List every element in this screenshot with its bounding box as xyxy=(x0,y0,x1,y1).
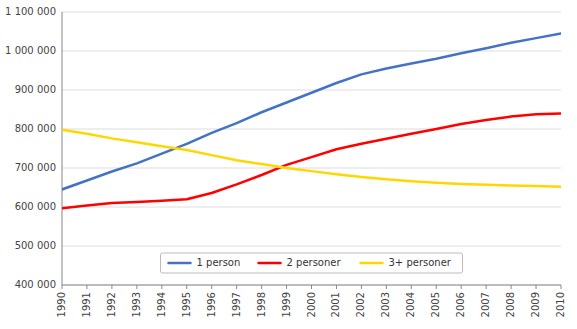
legend-swatch xyxy=(259,262,281,265)
lines xyxy=(62,33,561,208)
x-tick xyxy=(286,285,287,289)
x-tick xyxy=(186,285,187,289)
x-tick xyxy=(436,285,437,289)
grid-line xyxy=(62,90,561,91)
x-tick xyxy=(486,285,487,289)
legend-swatch xyxy=(169,262,191,265)
chart-svg: 400 000 500 000 600 000 700 000 800 000 900 0… xyxy=(0,0,577,329)
y-tick-label: 400 000 xyxy=(15,279,56,290)
series-line xyxy=(62,33,561,189)
x-tick xyxy=(261,285,262,289)
legend-label: 2 personer xyxy=(287,257,342,268)
x-tick-label: 2005 xyxy=(430,292,441,317)
legend-label: 1 person xyxy=(197,257,241,268)
x-tick-label: 2000 xyxy=(306,292,317,317)
x-tick xyxy=(86,285,87,289)
y-tick-label: 500 000 xyxy=(15,240,56,251)
x-tick xyxy=(361,285,362,289)
x-tick-label: 2006 xyxy=(455,292,466,317)
y-tick-label: 600 000 xyxy=(15,201,56,212)
chart-container: 400 000 500 000 600 000 700 000 800 000 900 0… xyxy=(0,0,577,329)
series-line xyxy=(62,113,561,208)
x-tick-label: 1990 xyxy=(56,292,67,317)
grid-line xyxy=(62,246,561,247)
x-tick-label: 2004 xyxy=(405,292,416,317)
x-tick xyxy=(311,285,312,289)
legend: 1 person 2 personer 3+ personer xyxy=(161,253,463,273)
x-tick xyxy=(211,285,212,289)
x-axis: 1990 1991 1992 1993 1994 1995 1996 1997 1998 1999… xyxy=(56,285,566,317)
x-tick-label: 1992 xyxy=(106,292,117,317)
x-tick-label: 1999 xyxy=(281,292,292,317)
y-tick-label: 1 000 000 xyxy=(5,45,56,56)
x-tick xyxy=(511,285,512,289)
y-tick-label: 900 000 xyxy=(15,84,56,95)
x-tick-label: 2002 xyxy=(355,292,366,317)
grid-line xyxy=(62,207,561,208)
y-tick-label: 800 000 xyxy=(15,123,56,134)
x-tick xyxy=(411,285,412,289)
x-tick xyxy=(236,285,237,289)
grid-line xyxy=(62,168,561,169)
x-tick xyxy=(561,285,562,289)
legend-swatch xyxy=(361,262,383,265)
x-tick-label: 1998 xyxy=(256,292,267,317)
x-tick-label: 2008 xyxy=(505,292,516,317)
x-tick-label: 1997 xyxy=(231,292,242,317)
x-tick-label: 2007 xyxy=(480,292,491,317)
grid-line xyxy=(62,12,561,13)
grid-line xyxy=(62,129,561,130)
x-tick-label: 1996 xyxy=(206,292,217,317)
x-tick-label: 1994 xyxy=(156,292,167,317)
x-tick-label: 2010 xyxy=(555,292,566,317)
y-axis: 400 000 500 000 600 000 700 000 800 000 900 0… xyxy=(5,6,62,290)
x-tick xyxy=(461,285,462,289)
grid-line xyxy=(62,51,561,52)
x-tick xyxy=(136,285,137,289)
x-tick xyxy=(161,285,162,289)
x-tick-label: 1991 xyxy=(81,292,92,317)
x-tick-label: 2009 xyxy=(530,292,541,317)
x-tick xyxy=(336,285,337,289)
x-tick xyxy=(111,285,112,289)
x-tick xyxy=(386,285,387,289)
legend-label: 3+ personer xyxy=(389,257,452,268)
legend-box xyxy=(161,253,463,273)
grid xyxy=(62,12,561,285)
x-tick-label: 1995 xyxy=(181,292,192,317)
x-tick-label: 2001 xyxy=(330,292,341,317)
x-tick xyxy=(536,285,537,289)
series-line xyxy=(62,130,561,187)
y-tick-label: 1 100 000 xyxy=(5,6,56,17)
x-tick xyxy=(62,285,63,289)
y-tick-label: 700 000 xyxy=(15,162,56,173)
x-tick-label: 2003 xyxy=(380,292,391,317)
x-tick-label: 1993 xyxy=(131,292,142,317)
y-axis-line xyxy=(62,12,63,285)
